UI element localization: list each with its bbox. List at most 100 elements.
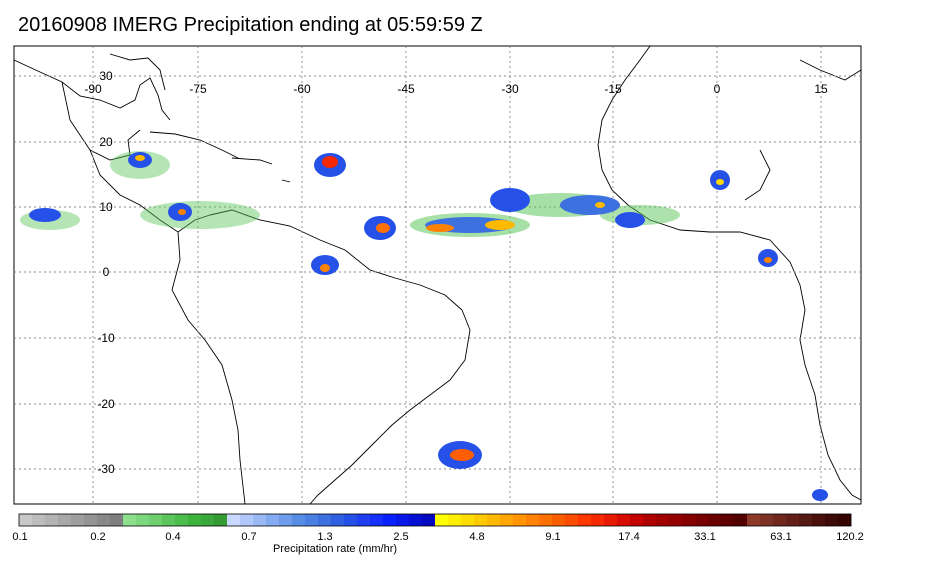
lat-label: 30 <box>99 69 113 83</box>
map-title: 20160908 IMERG Precipitation ending at 0… <box>18 14 483 36</box>
colorbar-swatch <box>591 514 605 526</box>
lat-label: 10 <box>99 200 113 214</box>
lon-label: -45 <box>397 82 415 96</box>
colorbar-swatch <box>656 514 670 526</box>
colorbar-tick: 17.4 <box>618 531 640 543</box>
colorbar-swatch <box>201 514 215 526</box>
colorbar-swatch <box>669 514 683 526</box>
colorbar-border <box>18 513 852 527</box>
colorbar-tick: 1.3 <box>317 531 333 543</box>
colorbar-swatch <box>760 514 774 526</box>
colorbar-swatch <box>318 514 332 526</box>
colorbar-tick: 0.1 <box>12 531 28 543</box>
lon-label: 15 <box>814 82 828 96</box>
colorbar-swatch <box>448 514 462 526</box>
colorbar-swatch <box>578 514 592 526</box>
colorbar-swatch <box>188 514 202 526</box>
colorbar-swatch <box>110 514 124 526</box>
colorbar-swatch <box>58 514 72 526</box>
colorbar-tick: 9.1 <box>545 531 561 543</box>
colorbar-swatch <box>526 514 540 526</box>
precipitation-cells <box>20 151 828 501</box>
colorbar-swatch <box>708 514 722 526</box>
colorbar-swatch <box>383 514 397 526</box>
colorbar-swatch <box>695 514 709 526</box>
colorbar-swatch <box>617 514 631 526</box>
colorbar-swatch <box>604 514 618 526</box>
coastlines <box>13 45 862 505</box>
colorbar-swatch <box>331 514 345 526</box>
colorbar-swatch <box>214 514 228 526</box>
colorbar-swatch <box>409 514 423 526</box>
colorbar-swatch <box>305 514 319 526</box>
colorbar-swatch <box>136 514 150 526</box>
colorbar-swatch <box>162 514 176 526</box>
colorbar-tick: 0.7 <box>241 531 257 543</box>
longitude-labels: -90 -75 -60 -45 -30 -15 0 15 <box>84 82 828 96</box>
colorbar-tick: 2.5 <box>393 531 409 543</box>
colorbar <box>18 513 852 527</box>
colorbar-swatch <box>435 514 449 526</box>
lat-label: -20 <box>97 397 115 411</box>
map-frame <box>13 45 862 505</box>
colorbar-swatch <box>812 514 826 526</box>
colorbar-swatch <box>786 514 800 526</box>
colorbar-swatch <box>539 514 553 526</box>
colorbar-swatch <box>513 514 527 526</box>
colorbar-tick: 0.2 <box>90 531 106 543</box>
colorbar-swatch <box>344 514 358 526</box>
colorbar-swatch <box>682 514 696 526</box>
latitude-labels: 30 20 10 0 -10 -20 -30 <box>97 69 115 476</box>
lat-label: -30 <box>97 462 115 476</box>
colorbar-swatch <box>279 514 293 526</box>
colorbar-swatch <box>97 514 111 526</box>
lat-label: -10 <box>97 331 115 345</box>
colorbar-swatch <box>773 514 787 526</box>
lat-label: 20 <box>99 135 113 149</box>
colorbar-swatch <box>253 514 267 526</box>
colorbar-tick: 63.1 <box>770 531 792 543</box>
colorbar-swatch <box>422 514 436 526</box>
graticule <box>14 46 861 504</box>
lon-label: -60 <box>293 82 311 96</box>
colorbar-swatch <box>825 514 839 526</box>
lon-label: 0 <box>714 82 721 96</box>
colorbar-tick: 33.1 <box>694 531 716 543</box>
colorbar-swatch <box>240 514 254 526</box>
colorbar-swatch <box>149 514 163 526</box>
colorbar-swatch <box>357 514 371 526</box>
colorbar-swatch <box>45 514 59 526</box>
colorbar-swatch <box>747 514 761 526</box>
colorbar-swatch <box>799 514 813 526</box>
lon-label: -30 <box>501 82 519 96</box>
colorbar-swatch <box>123 514 137 526</box>
colorbar-swatch <box>461 514 475 526</box>
colorbar-swatch <box>32 514 46 526</box>
colorbar-swatch <box>734 514 748 526</box>
colorbar-swatch <box>630 514 644 526</box>
lon-label: -15 <box>604 82 622 96</box>
colorbar-swatch <box>838 514 852 526</box>
colorbar-title: Precipitation rate (mm/hr) <box>272 543 398 555</box>
colorbar-swatch <box>487 514 501 526</box>
colorbar-swatch <box>474 514 488 526</box>
colorbar-swatch <box>19 514 33 526</box>
colorbar-swatch <box>175 514 189 526</box>
colorbar-swatch <box>84 514 98 526</box>
colorbar-swatch <box>266 514 280 526</box>
colorbar-tick: 0.4 <box>165 531 181 543</box>
colorbar-swatch <box>292 514 306 526</box>
colorbar-swatch <box>500 514 514 526</box>
colorbar-swatch <box>721 514 735 526</box>
colorbar-swatch <box>643 514 657 526</box>
colorbar-swatch <box>396 514 410 526</box>
colorbar-swatch <box>552 514 566 526</box>
colorbar-swatch <box>227 514 241 526</box>
lon-label: -90 <box>84 82 102 96</box>
colorbar-tick: 120.2 <box>836 531 864 543</box>
colorbar-swatch <box>565 514 579 526</box>
colorbar-swatch <box>370 514 384 526</box>
colorbar-tick: 4.8 <box>469 531 485 543</box>
colorbar-swatch <box>71 514 85 526</box>
